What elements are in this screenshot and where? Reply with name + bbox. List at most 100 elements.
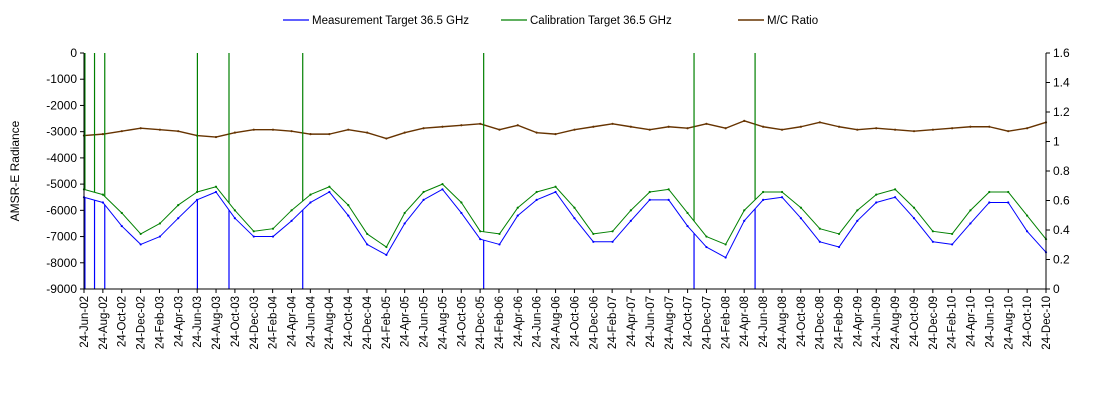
series-1-point [385, 246, 387, 248]
series-0-point [404, 222, 406, 224]
series-2-point [536, 132, 538, 134]
series-0-point [969, 222, 971, 224]
series-0-point [498, 243, 500, 245]
x-tick-label: 24-Jun-05 [419, 296, 431, 348]
series-1-point [554, 186, 556, 188]
series-0-point [951, 243, 953, 245]
series-0-point [1026, 230, 1028, 232]
y-tick-label-left: -3000 [46, 125, 77, 139]
series-0-point [781, 196, 783, 198]
series-2-point [234, 132, 236, 134]
x-tick-label: 24-Feb-04 [268, 295, 280, 349]
x-tick-label: 24-Apr-05 [400, 296, 412, 347]
x-tick-label: 24-Oct-06 [569, 296, 581, 347]
x-tick-label: 24-Dec-10 [1041, 296, 1053, 350]
series-2-point [611, 123, 613, 125]
series-2-point [913, 130, 915, 132]
series-2-point [102, 133, 104, 135]
x-tick-label: 24-Apr-08 [739, 296, 751, 347]
series-2-point [1007, 130, 1009, 132]
y-tick-label-left: -1000 [46, 72, 77, 86]
series-1-point [1007, 191, 1009, 193]
series-1-point [253, 230, 255, 232]
series-1-point [800, 207, 802, 209]
x-tick-label: 24-Jun-07 [645, 296, 657, 348]
series-2-point [366, 132, 368, 134]
series-2-point [479, 123, 481, 125]
series-0-point [592, 241, 594, 243]
series-2-point [705, 123, 707, 125]
series-0-point [611, 241, 613, 243]
series-1-point [686, 212, 688, 214]
series-2-point [253, 129, 255, 131]
x-tick-label: 24-Feb-07 [607, 296, 619, 349]
series-1-point [404, 212, 406, 214]
series-line-2 [84, 121, 1046, 139]
series-1-point [159, 222, 161, 224]
series-1-point [838, 233, 840, 235]
y-tick-label-right: 1.4 [1053, 76, 1070, 90]
series-0-point [328, 191, 330, 193]
series-1-point [498, 233, 500, 235]
series-2-point [422, 127, 424, 129]
series-2-point [177, 130, 179, 132]
y-tick-label-left: 0 [70, 46, 77, 60]
series-0-point [573, 217, 575, 219]
x-tick-label: 24-Apr-10 [966, 296, 978, 347]
legend-item-calibration: Calibration Target 36.5 GHz [501, 15, 672, 27]
series-0-point [630, 220, 632, 222]
y-tick-label-left: -7000 [46, 230, 77, 244]
legend-item-ratio: M/C Ratio [738, 15, 818, 27]
series-0-point [441, 188, 443, 190]
series-1-point [177, 204, 179, 206]
series-0-point [215, 191, 217, 193]
series-2-point [762, 126, 764, 128]
series-1-point [819, 228, 821, 230]
x-tick-label: 24-Feb-03 [154, 296, 166, 349]
x-tick-label: 24-Feb-09 [834, 296, 846, 349]
series-2-point [309, 133, 311, 135]
x-tick-label: 24-Jun-08 [758, 296, 770, 348]
series-0-point [913, 217, 915, 219]
x-tick-label: 24-Aug-05 [437, 296, 449, 350]
y-tick-label-right: 0.4 [1053, 223, 1070, 237]
x-tick-label: 24-Apr-06 [513, 296, 525, 347]
series-1-point [969, 209, 971, 211]
series-0-point [856, 220, 858, 222]
line-chart: Measurement Target 36.5 GHz Calibration … [0, 0, 1113, 400]
series-1-point [781, 191, 783, 193]
series-1-point [347, 204, 349, 206]
series-0-point [140, 243, 142, 245]
x-tick-label: 24-Jun-02 [79, 296, 91, 348]
series-0-point [234, 217, 236, 219]
series-1-point [932, 230, 934, 232]
y-tick-label-left: -2000 [46, 98, 77, 112]
series-1-point [517, 207, 519, 209]
series-2-point [347, 129, 349, 131]
series-2-point [819, 121, 821, 123]
series-0-point [121, 225, 123, 227]
series-0-point [479, 238, 481, 240]
series-2-point [441, 126, 443, 128]
x-tick-label: 24-Dec-04 [362, 295, 374, 349]
series-0-point [102, 201, 104, 203]
series-0-point [762, 199, 764, 201]
legend-item-measurement: Measurement Target 36.5 GHz [283, 15, 469, 27]
series-2-point [290, 130, 292, 132]
x-tick-label: 24-Feb-05 [381, 296, 393, 349]
series-2-point [875, 127, 877, 129]
series-1-point [592, 233, 594, 235]
x-tick-label: 24-Dec-02 [136, 296, 148, 350]
series-2-point [649, 129, 651, 131]
axes: 0 -1000 -2000 -3000 -4000 -5000 -6000 -7000 -800… [46, 46, 1070, 350]
series-2-point [988, 126, 990, 128]
x-tick-label: 24-Oct-08 [796, 296, 808, 347]
x-tick-label: 24-Feb-08 [720, 296, 732, 349]
series-1-point [328, 186, 330, 188]
series-2-point [404, 132, 406, 134]
series-2-point [328, 133, 330, 135]
x-tick-label: 24-Jun-04 [305, 295, 317, 347]
series-1-point [536, 191, 538, 193]
series-0-point [253, 235, 255, 237]
series-2-point [668, 126, 670, 128]
